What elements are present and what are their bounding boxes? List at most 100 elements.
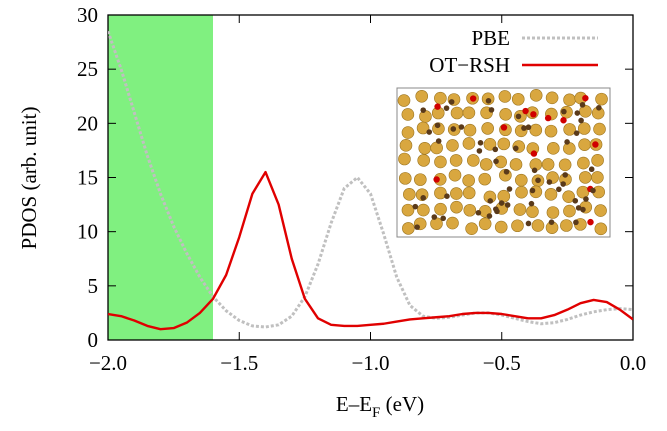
atom xyxy=(475,209,482,216)
atom xyxy=(558,158,572,172)
atom xyxy=(497,137,511,151)
atom xyxy=(546,206,560,219)
atom xyxy=(479,158,493,171)
atom xyxy=(563,123,576,136)
atom xyxy=(449,154,463,167)
atom xyxy=(434,91,447,105)
atom xyxy=(582,94,589,102)
atom xyxy=(466,154,480,167)
x-axis-label: E–EF (eV) xyxy=(336,392,424,421)
atom xyxy=(462,186,476,200)
atom xyxy=(434,186,447,200)
atom xyxy=(529,89,543,102)
atom xyxy=(563,93,576,107)
atom xyxy=(560,181,566,187)
atom xyxy=(583,196,589,202)
atom xyxy=(416,121,430,135)
atom xyxy=(547,142,560,155)
atom xyxy=(528,200,535,207)
atom xyxy=(556,186,562,193)
y-tick-label: 10 xyxy=(77,220,98,244)
y-tick-label: 15 xyxy=(77,166,98,190)
atom xyxy=(560,219,573,232)
atom xyxy=(544,114,552,122)
atom xyxy=(446,216,459,230)
atom xyxy=(592,141,599,148)
atom xyxy=(469,95,477,102)
atom xyxy=(577,156,590,170)
atom xyxy=(417,203,430,217)
atom xyxy=(463,203,477,217)
atom xyxy=(521,125,527,131)
atom xyxy=(446,139,459,152)
atom xyxy=(514,173,528,187)
atom xyxy=(574,110,581,116)
atom xyxy=(440,215,446,222)
atom xyxy=(402,222,415,235)
atom xyxy=(401,126,415,139)
atom xyxy=(544,188,558,201)
atom xyxy=(444,193,450,199)
atom xyxy=(591,171,604,184)
y-tick-label: 0 xyxy=(88,328,99,352)
atom xyxy=(462,174,475,187)
atom xyxy=(564,139,570,145)
atom xyxy=(561,108,567,115)
atom xyxy=(530,111,537,118)
atom xyxy=(476,148,483,154)
atom xyxy=(531,167,538,174)
atom xyxy=(562,190,575,203)
atom xyxy=(560,117,567,124)
atom xyxy=(420,107,427,113)
atom xyxy=(515,185,528,199)
series-line xyxy=(108,30,633,329)
atom xyxy=(529,123,543,137)
atom xyxy=(591,154,604,167)
atom xyxy=(594,204,607,217)
atom xyxy=(494,220,508,234)
atom xyxy=(578,138,591,151)
atom xyxy=(415,89,429,103)
atom xyxy=(573,130,580,136)
atom xyxy=(398,172,412,185)
atom xyxy=(596,104,602,111)
atom xyxy=(488,107,495,113)
atom xyxy=(458,124,465,130)
atom xyxy=(412,203,419,210)
atom xyxy=(462,106,476,120)
atom xyxy=(419,110,432,123)
y-tick-label: 30 xyxy=(77,3,98,27)
atom xyxy=(481,122,494,135)
atom xyxy=(578,171,592,184)
atom xyxy=(448,168,462,182)
atom xyxy=(487,198,494,204)
atom xyxy=(463,123,477,137)
atom xyxy=(414,173,427,186)
y-tick-label: 25 xyxy=(77,57,98,81)
atom xyxy=(462,137,476,150)
atom xyxy=(511,92,525,106)
atom xyxy=(398,152,411,166)
y-axis-label: PDOS (arb. unit) xyxy=(17,107,41,250)
atom xyxy=(535,177,541,184)
atom xyxy=(515,113,522,120)
atom xyxy=(431,214,438,220)
atom xyxy=(401,108,415,121)
atom xyxy=(563,142,576,155)
atom xyxy=(593,122,606,136)
atom xyxy=(509,158,523,171)
atom xyxy=(506,186,513,192)
atom xyxy=(433,176,440,183)
atom xyxy=(434,202,447,216)
atom xyxy=(477,140,484,146)
atom xyxy=(443,105,450,111)
atom xyxy=(572,197,579,204)
shaded-region xyxy=(108,15,213,340)
atom xyxy=(494,208,500,215)
series-line xyxy=(108,170,633,331)
atom xyxy=(434,155,447,169)
x-tick-label: −1.5 xyxy=(220,351,258,375)
atom xyxy=(417,154,431,167)
